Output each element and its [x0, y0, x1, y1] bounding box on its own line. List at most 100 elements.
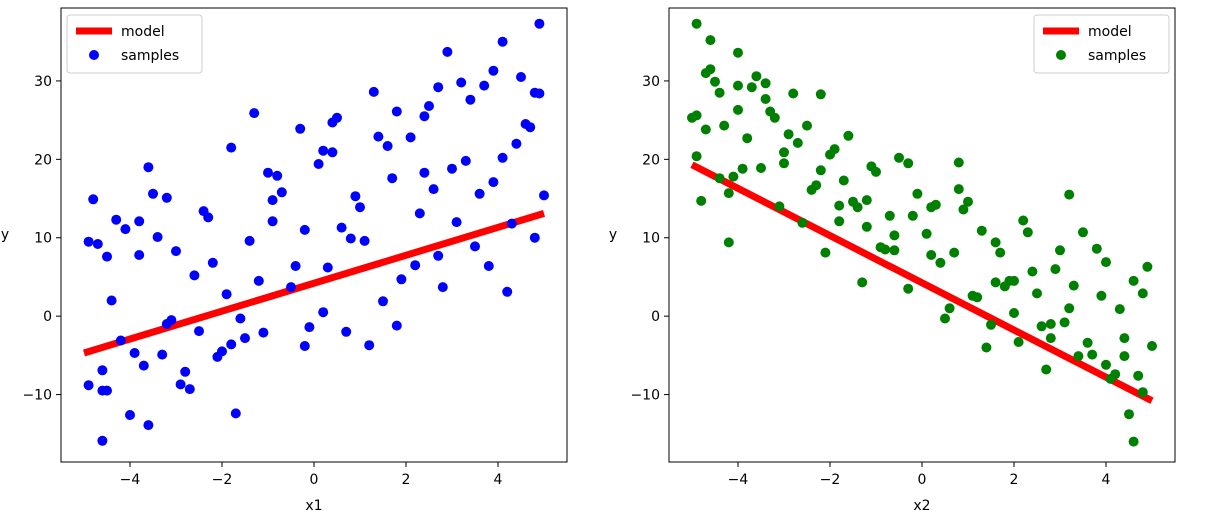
chart-1-sample-point [355, 202, 365, 213]
chart-1-sample-point [97, 435, 108, 446]
chart-1-sample-point [410, 260, 421, 271]
chart-1-sample-point [483, 261, 494, 271]
chart-1-sample-point [88, 194, 99, 205]
chart-2-sample-point [714, 87, 725, 98]
chart-1-sample-point [180, 366, 191, 377]
chart-2-y-tick-label: 10 [642, 231, 660, 247]
chart-2-sample-point [986, 319, 996, 330]
chart-2-sample-point [1110, 369, 1121, 380]
chart-1-sample-point [465, 94, 476, 105]
chart-1-sample-point [134, 250, 145, 260]
chart-2-sample-point [760, 94, 771, 104]
chart-1-sample-point [83, 380, 94, 391]
chart-1-x-tick-label: 4 [494, 472, 503, 488]
chart-1-sample-point [506, 218, 517, 229]
chart-2-sample-point [1142, 261, 1153, 272]
chart-2-sample-point [926, 202, 937, 213]
chart-2-y-tick-label: 0 [651, 309, 660, 325]
chart-2-sample-point [1041, 364, 1052, 375]
chart-2-y-tick-label: 20 [642, 152, 660, 168]
chart-1-sample-point [263, 167, 273, 178]
chart-1-sample-point [235, 313, 246, 324]
chart-2-sample-point [1091, 243, 1102, 254]
chart-2-sample-point [733, 104, 743, 115]
chart-2-x-tick-label: −4 [728, 472, 749, 488]
chart-1-sample-point [129, 348, 140, 358]
chart-1-y-tick-label: 20 [34, 152, 52, 168]
chart-2-sample-point [705, 64, 716, 75]
chart-1-sample-point [474, 188, 485, 199]
chart-1-sample-point [161, 319, 172, 329]
chart-1-sample-point [152, 232, 163, 242]
chart-2-sample-point [972, 292, 983, 303]
chart-2-sample-point [857, 277, 868, 288]
chart-2-sample-point [1078, 227, 1088, 238]
chart-2-sample-point [774, 201, 785, 212]
chart-2-y-tick-label: 30 [642, 74, 660, 90]
chart-1-sample-point [534, 18, 545, 29]
chart-1-sample-point [244, 235, 255, 246]
chart-1-sample-point [437, 282, 448, 293]
chart-1-sample-point [373, 131, 384, 142]
chart-1-sample-point [456, 77, 467, 88]
chart-2-sample-point [806, 184, 817, 195]
chart-2-sample-point [779, 158, 789, 169]
chart-2-x-tick-label: 0 [918, 472, 927, 488]
chart-2-sample-point [1119, 351, 1130, 362]
chart-2-sample-point [1018, 215, 1029, 226]
chart-1-sample-point [194, 326, 204, 337]
chart-1-sample-point [267, 216, 278, 227]
chart-1-x-tick-label: 0 [310, 472, 319, 488]
chart-1-legend-label-samples: samples [121, 48, 179, 64]
chart-2-sample-point [769, 112, 780, 123]
chart-2-sample-point [976, 225, 987, 236]
chart-2-sample-point [788, 88, 799, 99]
chart-1-sample-point [447, 163, 457, 174]
chart-2-x-tick-label: 2 [1010, 472, 1019, 488]
chart-2-y-tick-label: −10 [630, 388, 660, 404]
chart-1-sample-point [327, 117, 338, 128]
chart-1-sample-point [378, 296, 388, 307]
chart-2-y-axis-label: y [609, 227, 617, 243]
chart-2-sample-point [742, 133, 753, 144]
chart-1-y-axis-label: y [1, 227, 9, 243]
chart-2-sample-point [990, 237, 1001, 248]
chart-2-sample-point [926, 250, 937, 260]
chart-1-sample-point [336, 222, 347, 233]
chart-1-x-tick-label: 2 [402, 472, 411, 488]
chart-2-sample-point [871, 166, 881, 177]
chart-2-sample-point [751, 71, 762, 82]
left-subplot: −4 −2 0 2 4 −10 0 10 20 30 x1 y model samples [1, 7, 568, 514]
chart-1-sample-point [479, 80, 490, 91]
chart-1-sample-point [539, 190, 549, 201]
chart-1-sample-point [516, 72, 526, 82]
chart-1-sample-point [249, 108, 260, 119]
chart-1-sample-point [382, 141, 393, 151]
chart-2-sample-point [843, 130, 854, 141]
chart-1-x-tick-label: −2 [212, 472, 233, 488]
chart-1-sample-point [318, 307, 329, 318]
chart-1-sample-point [295, 123, 306, 134]
chart-2-sample-point [935, 257, 946, 268]
chart-2-sample-point [1045, 319, 1056, 329]
chart-2-x-tick-label: −2 [820, 472, 841, 488]
chart-2-sample-point [700, 124, 711, 135]
chart-2-sample-point [1036, 321, 1047, 332]
chart-2-sample-point [995, 247, 1006, 258]
chart-2-sample-point [848, 196, 858, 207]
chart-1-sample-point [226, 339, 237, 350]
chart-1-sample-point [106, 295, 117, 306]
chart-2-sample-point [981, 342, 992, 353]
chart-1-sample-point [299, 224, 310, 235]
chart-1-sample-point [161, 192, 172, 203]
chart-2-sample-point [1101, 359, 1111, 370]
chart-1-sample-point [391, 320, 402, 331]
chart-2-sample-point [838, 175, 849, 186]
chart-1-sample-point [520, 119, 531, 129]
chart-1-y-tick-label: 30 [34, 74, 52, 90]
chart-2-sample-point [861, 195, 872, 206]
chart-2-sample-point [1068, 280, 1079, 291]
chart-1-sample-point [460, 155, 471, 166]
chart-1-legend-point-swatch [89, 50, 99, 60]
chart-2-sample-point [797, 217, 808, 228]
